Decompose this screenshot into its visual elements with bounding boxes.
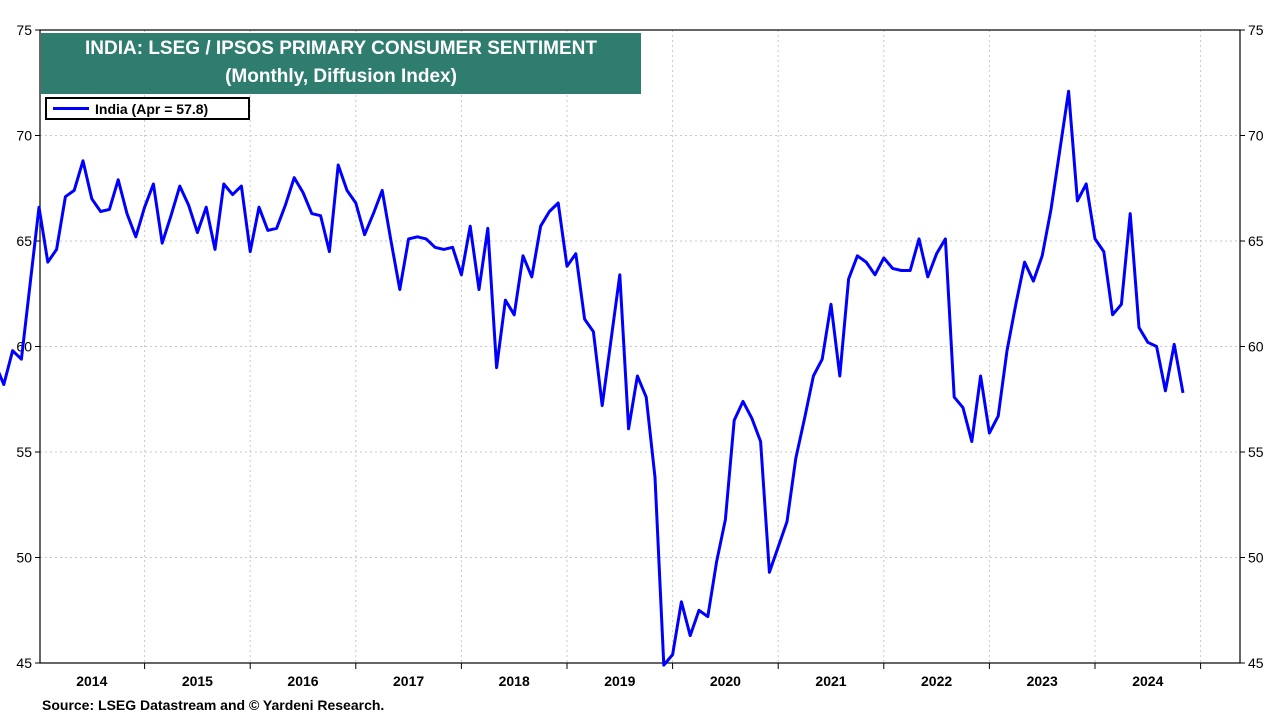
x-tick-label: 2018 <box>499 673 530 689</box>
legend-label: India (Apr = 57.8) <box>95 100 209 117</box>
y-tick-label-left: 50 <box>16 550 32 566</box>
chart-legend: India (Apr = 57.8) <box>45 97 250 120</box>
x-tick-label: 2021 <box>815 673 846 689</box>
y-tick-label-right: 65 <box>1248 233 1264 249</box>
x-tick-label: 2017 <box>393 673 424 689</box>
y-tick-label-left: 65 <box>16 233 32 249</box>
x-tick-label: 2020 <box>710 673 741 689</box>
x-tick-label: 2022 <box>921 673 952 689</box>
chart-title: INDIA: LSEG / IPSOS PRIMARY CONSUMER SEN… <box>85 38 597 59</box>
legend-line-swatch <box>53 107 89 110</box>
y-tick-label-left: 70 <box>16 128 32 144</box>
y-tick-label-right: 75 <box>1248 22 1264 38</box>
source-note: Source: LSEG Datastream and © Yardeni Re… <box>42 697 385 713</box>
y-tick-label-left: 55 <box>16 444 32 460</box>
x-tick-label: 2023 <box>1027 673 1058 689</box>
x-tick-label: 2015 <box>182 673 213 689</box>
plot-frame <box>39 29 1241 664</box>
x-tick-label: 2014 <box>76 673 107 689</box>
y-tick-label-right: 45 <box>1248 655 1264 671</box>
y-tick-label-left: 75 <box>16 22 32 38</box>
y-tick-label-left: 45 <box>16 655 32 671</box>
chart-title-box: INDIA: LSEG / IPSOS PRIMARY CONSUMER SEN… <box>41 33 641 94</box>
chart-subtitle: (Monthly, Diffusion Index) <box>225 66 457 87</box>
x-tick-label: 2019 <box>604 673 635 689</box>
y-tick-label-right: 55 <box>1248 444 1264 460</box>
y-tick-label-right: 50 <box>1248 550 1264 566</box>
x-tick-label: 2024 <box>1132 673 1163 689</box>
y-tick-label-right: 70 <box>1248 128 1264 144</box>
y-tick-label-right: 60 <box>1248 339 1264 355</box>
x-tick-label: 2016 <box>287 673 318 689</box>
series-line-india <box>0 89 1185 667</box>
